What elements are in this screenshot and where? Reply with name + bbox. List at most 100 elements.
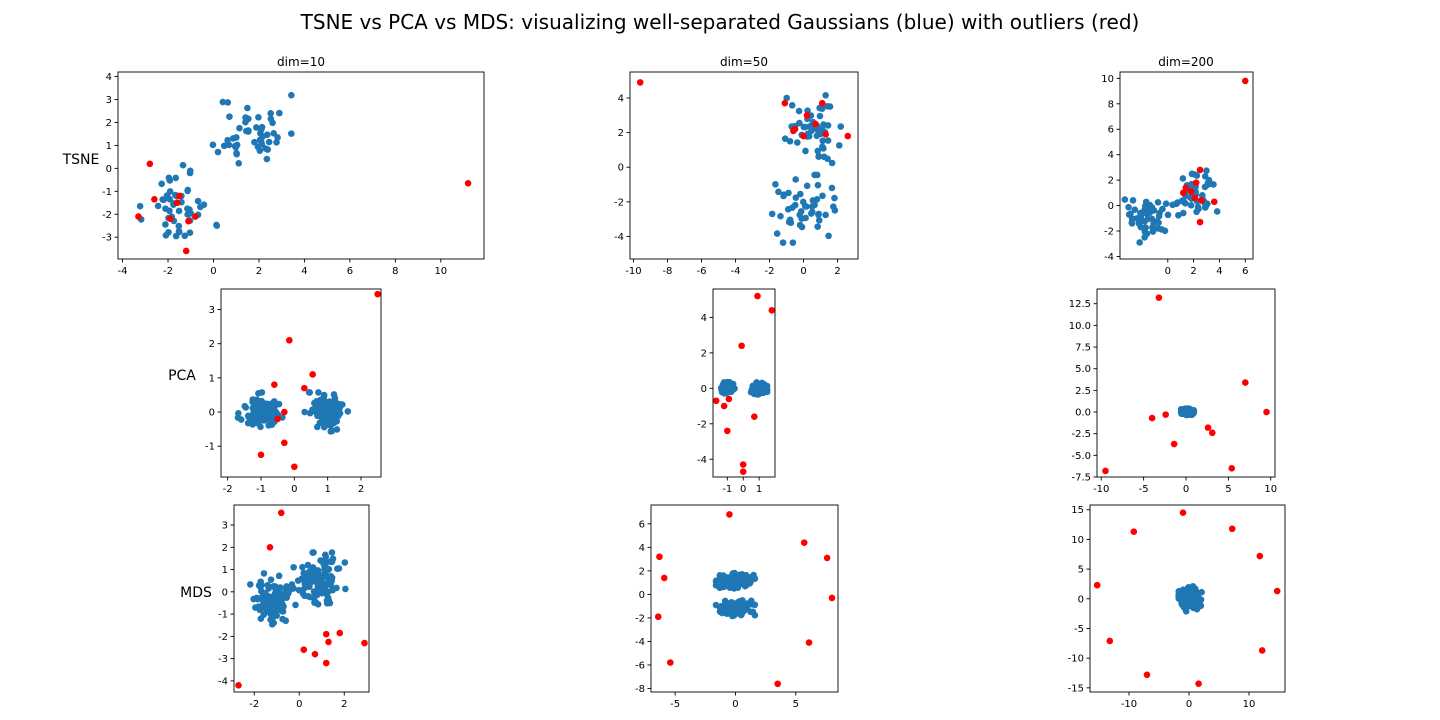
inlier-point: [796, 221, 804, 229]
outlier-point: [361, 639, 368, 647]
axes-frame: [650, 504, 839, 693]
inlier-point: [320, 560, 327, 567]
x-tick-label: -5: [1139, 484, 1149, 495]
outlier-point: [1256, 552, 1264, 560]
outlier-point: [1228, 465, 1236, 472]
x-tick-label: -4: [731, 266, 741, 277]
inlier-point: [730, 606, 737, 613]
x-tick-label: 2: [341, 699, 347, 710]
inlier-point: [244, 419, 252, 427]
inlier-point: [172, 174, 180, 182]
y-tick-label: 2: [209, 339, 215, 350]
y-tick-label: 5.0: [1075, 364, 1091, 375]
y-tick-label: -2.5: [1071, 429, 1091, 440]
y-tick-label: 4: [106, 72, 112, 83]
outlier-point: [336, 629, 344, 637]
axes-frame: [117, 71, 485, 260]
x-tick-label: -10: [1121, 699, 1137, 710]
y-tick-label: 8: [1108, 99, 1114, 110]
outlier-point: [1182, 184, 1190, 192]
x-tick-label: -6: [696, 266, 706, 277]
inlier-point: [341, 559, 349, 566]
outlier-point: [791, 125, 799, 133]
inlier-point: [242, 118, 249, 126]
outlier-point: [751, 413, 758, 421]
outlier-point: [325, 638, 332, 646]
y-tick-label: 15: [1071, 505, 1084, 516]
inlier-point: [803, 182, 811, 190]
inlier-point: [1154, 198, 1162, 206]
y-tick-label: -1: [205, 442, 215, 453]
inlier-point: [200, 201, 208, 208]
outlier-point: [1198, 197, 1205, 204]
inlier-point: [260, 403, 268, 411]
outlier-point: [176, 192, 183, 200]
inlier-point: [728, 598, 735, 606]
outlier-point: [257, 451, 265, 459]
axes-frame: [1119, 71, 1254, 260]
inlier-point: [265, 138, 273, 146]
inlier-point: [224, 136, 231, 144]
inlier-point: [837, 123, 845, 130]
x-tick-label: 8: [392, 266, 398, 277]
y-tick-label: 1: [106, 141, 112, 152]
panel-mds-dim50: -5 0 5 -8 -6 -4 -2 0 2 4 6: [635, 504, 839, 710]
inlier-point: [301, 408, 308, 416]
outlier-point: [1102, 467, 1109, 475]
outlier-point: [656, 553, 663, 561]
inlier-point: [773, 230, 781, 237]
outlier-point: [1192, 179, 1200, 186]
outlier-point: [1162, 411, 1169, 418]
inlier-point: [822, 211, 829, 219]
inlier-point: [824, 155, 831, 163]
inlier-point: [1150, 219, 1157, 227]
y-tick-label: 0.0: [1075, 408, 1091, 419]
inlier-point: [301, 592, 308, 600]
inlier-point: [828, 184, 836, 192]
inlier-point: [224, 99, 232, 106]
inlier-point: [322, 553, 330, 561]
inlier-point: [288, 130, 295, 137]
outlier-point: [277, 509, 285, 517]
y-tick-label: 2: [222, 543, 228, 554]
y-tick-label: -15: [1068, 683, 1084, 694]
inlier-point: [1184, 601, 1192, 608]
inlier-point: [814, 223, 821, 230]
outlier-point: [235, 682, 242, 689]
inlier-point: [1179, 175, 1187, 182]
inlier-point: [1188, 409, 1196, 417]
inlier-point: [779, 239, 787, 246]
inlier-point: [802, 147, 809, 155]
x-tick-label: 0: [1186, 699, 1192, 710]
outlier-point: [800, 539, 808, 546]
x-tick-label: -1: [722, 484, 732, 495]
panel-tsne-dim50: -10 -8 -6 -4 -2 0 2 -4 -2 0 2 4 dim=50: [614, 55, 859, 277]
x-tick-label: 6: [347, 266, 353, 277]
inlier-point: [781, 135, 789, 143]
outlier-point: [805, 639, 813, 646]
y-tick-label: 0: [701, 384, 707, 395]
outlier-point: [274, 415, 281, 423]
inlier-point: [1141, 228, 1149, 236]
inlier-point: [166, 195, 173, 203]
inlier-point: [1137, 209, 1144, 217]
y-tick-label: 2: [701, 348, 707, 359]
inlier-point: [831, 207, 839, 214]
inlier-point: [1180, 209, 1187, 217]
outlier-point: [191, 213, 199, 220]
outlier-point: [636, 79, 644, 86]
outlier-point: [1195, 680, 1202, 687]
y-tick-label: 10: [1101, 74, 1114, 85]
inlier-point: [186, 167, 194, 175]
outlier-point: [754, 292, 761, 300]
x-tick-label: 0: [1165, 266, 1171, 277]
outlier-point: [667, 659, 674, 666]
inlier-point: [253, 124, 260, 131]
outlier-point: [271, 381, 278, 389]
outlier-point: [1179, 189, 1187, 197]
inlier-point: [1175, 212, 1182, 219]
inlier-point: [819, 143, 826, 150]
y-tick-label: 2: [1108, 176, 1114, 187]
inlier-point: [267, 110, 274, 117]
x-tick-label: 2: [1190, 266, 1196, 277]
